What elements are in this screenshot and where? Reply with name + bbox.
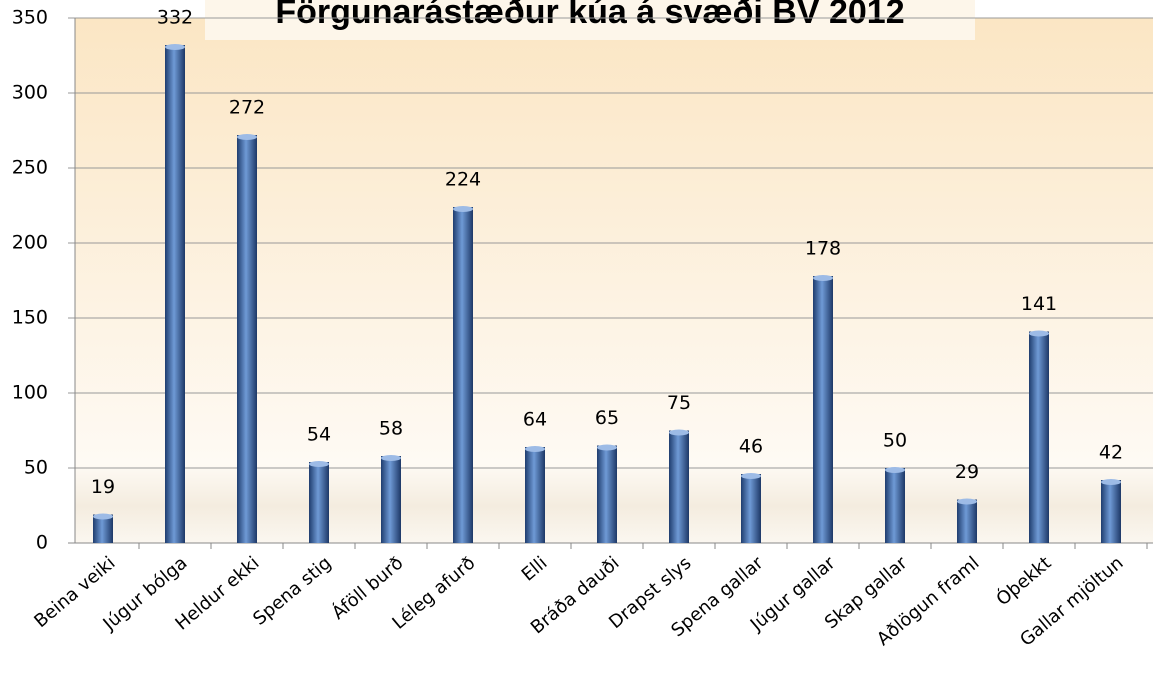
bar (309, 462, 329, 543)
bar-top (813, 275, 833, 281)
bar-top (1101, 479, 1121, 485)
bar-top (381, 455, 401, 461)
bar-top (237, 134, 257, 140)
bar (237, 135, 257, 543)
y-tick-label: 50 (24, 457, 48, 479)
value-label: 224 (445, 169, 481, 191)
value-label: 178 (805, 238, 841, 260)
x-tick-label: Spena stig (249, 553, 335, 630)
value-label: 75 (667, 392, 691, 414)
bar (1029, 331, 1049, 543)
bar-top (93, 513, 113, 520)
y-tick-label: 250 (12, 157, 48, 179)
y-tick-label: 200 (12, 232, 48, 254)
value-label: 65 (595, 407, 619, 429)
bar (669, 430, 689, 543)
bar (813, 276, 833, 543)
title-box (205, 0, 975, 40)
value-label: 141 (1021, 293, 1057, 315)
bar-top (885, 467, 905, 473)
bar (453, 207, 473, 543)
bar (381, 456, 401, 543)
bar-top (669, 429, 689, 436)
bar-top (597, 444, 617, 451)
bar-top (741, 473, 761, 479)
bar (525, 447, 545, 543)
y-tick-label: 100 (12, 382, 48, 404)
value-label: 46 (739, 436, 763, 458)
y-tick-label: 300 (12, 82, 48, 104)
value-label: 64 (523, 409, 547, 431)
value-label: 332 (157, 7, 193, 29)
y-tick-label: 350 (12, 7, 48, 29)
y-tick-label: 150 (12, 307, 48, 329)
bar (957, 499, 977, 543)
value-label: 272 (229, 97, 265, 119)
x-tick-label: Óþekkt (992, 552, 1056, 610)
bar-top (453, 206, 473, 212)
value-label: 29 (955, 461, 979, 483)
y-tick-label: 0 (36, 532, 48, 554)
value-label: 42 (1099, 442, 1123, 464)
bar (885, 468, 905, 543)
chart-title: Förgunarástæður kúa á svæði BV 2012 (275, 0, 904, 31)
bar-top (1029, 330, 1049, 337)
value-label: 50 (883, 430, 907, 452)
bar (741, 474, 761, 543)
bar (597, 445, 617, 543)
bar-top (525, 446, 545, 452)
value-label: 54 (307, 424, 331, 446)
x-tick-label: Elli (518, 553, 552, 586)
bar (165, 45, 185, 543)
bar-top (165, 44, 185, 50)
bar-top (309, 461, 329, 467)
bar (93, 514, 113, 543)
value-label: 19 (91, 476, 115, 498)
bar (1101, 480, 1121, 543)
bar-top (957, 498, 977, 505)
value-label: 58 (379, 418, 403, 440)
